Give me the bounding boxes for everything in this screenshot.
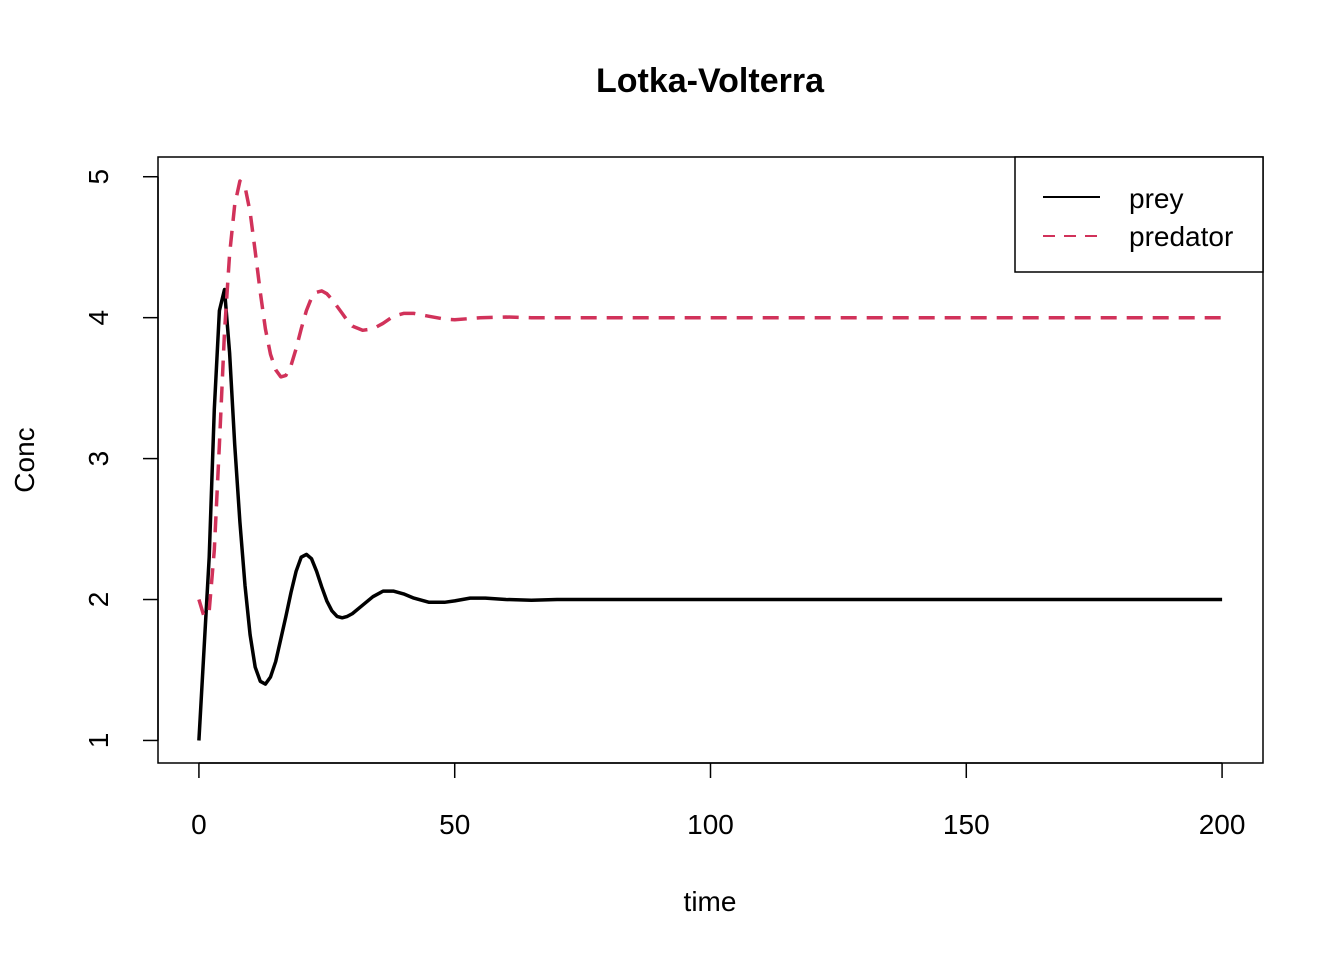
x-tick-label: 150 (943, 809, 990, 840)
legend-label-prey: prey (1129, 183, 1183, 214)
legend: prey predator (1014, 156, 1264, 273)
y-tick-label: 1 (83, 733, 114, 749)
x-tick-label: 200 (1199, 809, 1246, 840)
y-axis: 1 2 3 4 5 (83, 169, 159, 749)
y-tick-label: 5 (83, 169, 114, 185)
x-axis: 0 50 100 150 200 (191, 762, 1246, 840)
chart-title: Lotka-Volterra (596, 62, 825, 100)
y-axis-label: Conc (9, 427, 40, 492)
series-line-prey (197, 287, 1223, 741)
x-tick-label: 50 (439, 809, 470, 840)
x-axis-label: time (684, 886, 737, 917)
series-layer (197, 179, 1223, 741)
x-tick-label: 100 (687, 809, 734, 840)
y-tick-label: 3 (83, 451, 114, 467)
series-line-predator (197, 179, 1223, 619)
y-tick-label: 2 (83, 592, 114, 608)
y-tick-label: 4 (83, 310, 114, 326)
x-tick-label: 0 (191, 809, 207, 840)
legend-label-predator: predator (1129, 221, 1233, 252)
legend-box (1014, 156, 1264, 273)
